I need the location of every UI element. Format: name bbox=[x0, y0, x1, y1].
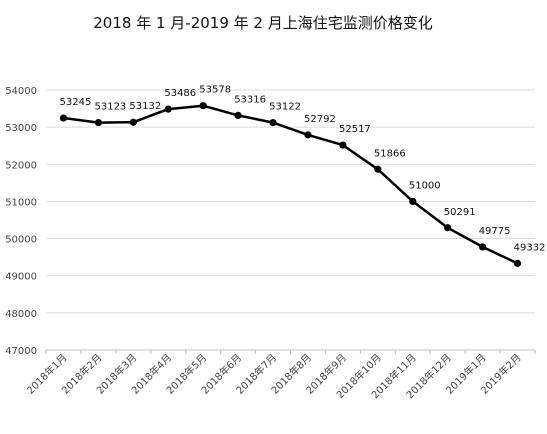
y-tick-label: 47000 bbox=[5, 346, 37, 357]
series-line bbox=[59, 102, 522, 267]
data-point bbox=[164, 105, 172, 113]
data-point bbox=[304, 131, 312, 139]
data-label: 53578 bbox=[199, 85, 231, 96]
y-tick-label: 54000 bbox=[5, 86, 37, 97]
series-polyline bbox=[63, 104, 519, 265]
data-point bbox=[234, 111, 242, 120]
data-point bbox=[269, 119, 277, 127]
data-point bbox=[94, 118, 102, 127]
data-point bbox=[339, 141, 347, 149]
data-label: 53245 bbox=[60, 97, 92, 108]
data-point bbox=[374, 165, 382, 173]
data-point bbox=[479, 243, 487, 251]
data-label: 53123 bbox=[94, 102, 126, 113]
data-point bbox=[409, 197, 417, 206]
data-label: 51866 bbox=[374, 148, 406, 159]
data-point bbox=[199, 102, 207, 110]
y-tick-label: 48000 bbox=[5, 309, 37, 320]
data-label: 49332 bbox=[514, 242, 546, 253]
data-point bbox=[59, 114, 68, 122]
data-point bbox=[444, 224, 452, 232]
data-point bbox=[513, 259, 522, 267]
data-label: 53316 bbox=[234, 94, 266, 105]
gridlines bbox=[46, 89, 535, 351]
y-axis: 47000 48000 49000 50000 51000 52000 53000 54000 bbox=[5, 86, 37, 357]
data-point bbox=[129, 118, 137, 126]
y-tick-label: 53000 bbox=[5, 123, 37, 134]
data-label: 50291 bbox=[444, 207, 476, 218]
data-label: 51000 bbox=[409, 180, 441, 191]
y-tick-label: 52000 bbox=[5, 160, 37, 171]
data-label: 52792 bbox=[304, 114, 336, 125]
chart-title: 2018 年 1 月-2019 年 2 月上海住宅监测价格变化 bbox=[93, 14, 432, 32]
y-tick-label: 49000 bbox=[5, 272, 37, 283]
x-axis: 2018年1月2018年2月2018年3月2018年4月2018年5月2018年… bbox=[24, 350, 536, 401]
y-tick-label: 50000 bbox=[5, 235, 37, 246]
data-label: 53132 bbox=[129, 101, 161, 112]
y-tick-label: 51000 bbox=[5, 197, 37, 208]
data-label: 53486 bbox=[164, 88, 196, 99]
data-label: 53122 bbox=[269, 102, 301, 113]
data-label: 52517 bbox=[339, 124, 371, 135]
data-label: 49775 bbox=[479, 226, 511, 237]
